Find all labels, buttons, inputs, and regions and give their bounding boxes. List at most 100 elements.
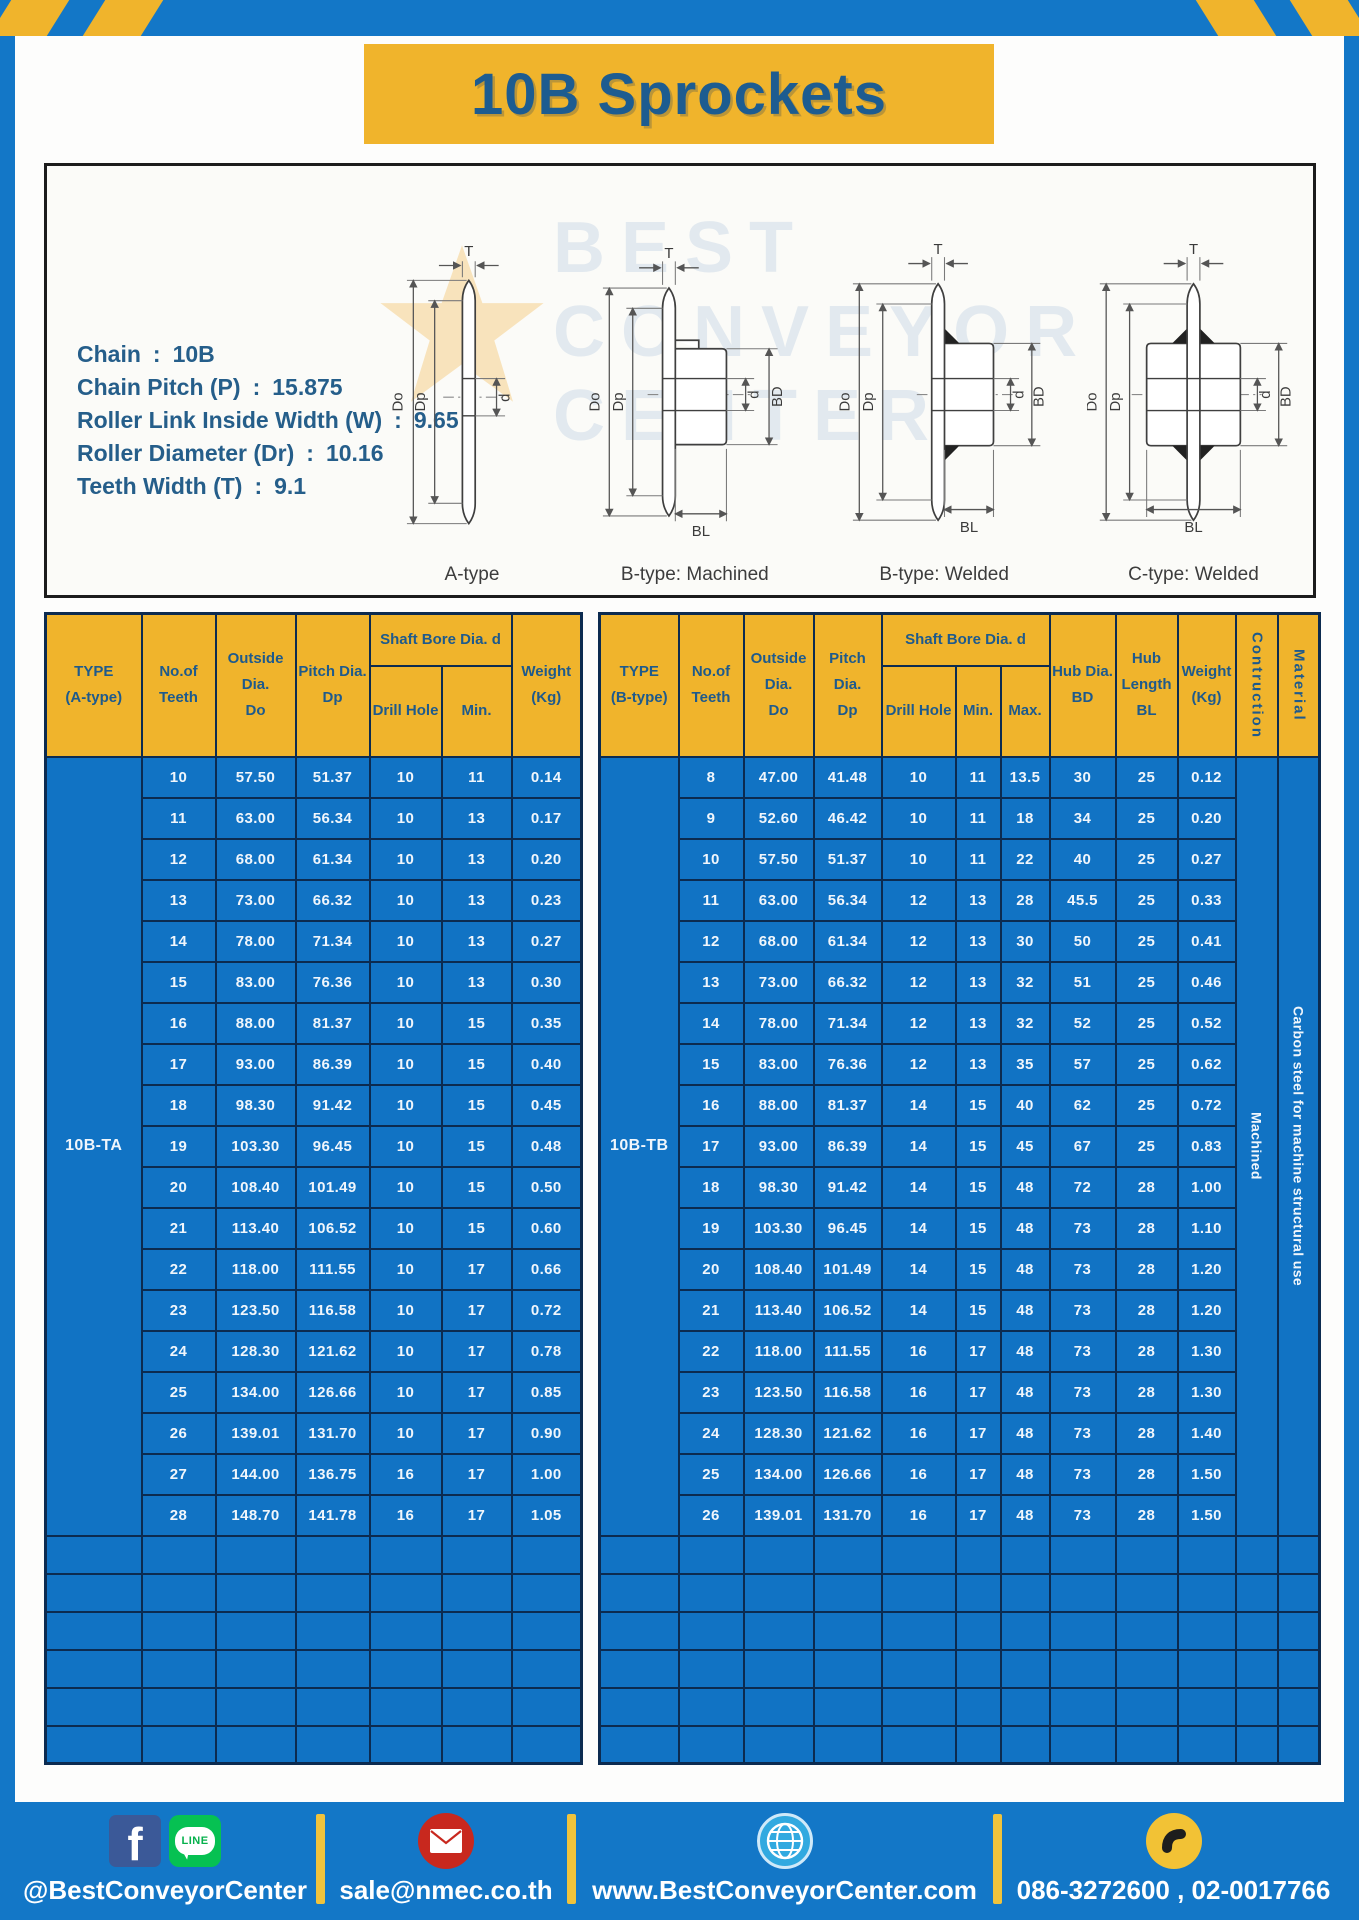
table-row: 10 57.50 51.37 10 11 22 40 25 0.27	[600, 837, 1320, 881]
empty-cell	[440, 1534, 513, 1575]
cell-weight: 0.20	[510, 837, 583, 881]
cell-weight: 1.40	[1176, 1411, 1237, 1455]
empty-cell	[1048, 1724, 1117, 1765]
empty-cell	[742, 1648, 815, 1689]
cell-min: 15	[954, 1165, 1002, 1209]
empty-cell	[1048, 1648, 1117, 1689]
cell-drill-hole: 10	[368, 1124, 443, 1168]
cell-min: 11	[954, 796, 1002, 840]
empty-cell	[999, 1610, 1051, 1651]
empty-cell	[954, 1686, 1002, 1727]
cell-teeth: 8	[677, 755, 745, 799]
col-header-outside-dia: Outside Dia. Do	[214, 612, 297, 758]
cell-drill-hole: 10	[880, 796, 957, 840]
cell-pitch-dia: 126.66	[812, 1452, 883, 1496]
empty-cell	[294, 1610, 371, 1651]
cell-drill-hole: 10	[880, 755, 957, 799]
empty-cell	[598, 1686, 680, 1727]
empty-cell	[214, 1572, 297, 1613]
cell-min: 17	[440, 1247, 513, 1291]
cell-outside-dia: 123.50	[214, 1288, 297, 1332]
cell-weight: 0.62	[1176, 1042, 1237, 1086]
spec-line: Chain Pitch (P):15.875	[77, 374, 343, 400]
cell-teeth: 15	[140, 960, 217, 1004]
empty-cell	[1276, 1724, 1321, 1765]
dim-label-do: Do	[838, 392, 854, 411]
cell-teeth: 16	[140, 1001, 217, 1045]
cell-hub-length: 28	[1114, 1247, 1179, 1291]
col-header-max: Max.	[999, 664, 1051, 758]
website-url: www.BestConveyorCenter.com	[592, 1875, 977, 1905]
cell-weight: 0.45	[510, 1083, 583, 1127]
empty-cell	[598, 1572, 680, 1613]
empty-cell	[510, 1724, 583, 1765]
empty-cell	[1234, 1648, 1279, 1689]
empty-cell	[1114, 1534, 1179, 1575]
email-icon	[418, 1813, 474, 1869]
diagram-panel: BEST CONVEYOR CENTER Chain:10B Chain Pit…	[44, 163, 1316, 598]
footer-website-section: www.BestConveyorCenter.com	[576, 1802, 993, 1920]
dim-label-bd: BD	[770, 386, 786, 407]
cell-pitch-dia: 76.36	[294, 960, 371, 1004]
cell-max: 48	[999, 1452, 1051, 1496]
cell-hub-length: 25	[1114, 1124, 1179, 1168]
table-row: 15 83.00 76.36 10 13 0.30	[46, 960, 583, 1004]
col-header-outside-dia: Outside Dia. Do	[742, 612, 815, 758]
cell-drill-hole: 16	[368, 1493, 443, 1537]
cell-teeth: 26	[140, 1411, 217, 1455]
hazard-stripe	[0, 0, 73, 36]
page-title: 10B Sprockets	[471, 61, 887, 127]
cell-hub-dia: 57	[1048, 1042, 1117, 1086]
empty-table-row	[598, 1572, 1321, 1613]
cell-hub-dia: 73	[1048, 1370, 1117, 1414]
cell-max: 32	[999, 960, 1051, 1004]
cell-hub-dia: 73	[1048, 1206, 1117, 1250]
cell-hub-length: 28	[1114, 1493, 1179, 1537]
empty-cell	[954, 1572, 1002, 1613]
empty-cell	[294, 1648, 371, 1689]
cell-weight: 0.41	[1176, 919, 1237, 963]
cell-hub-dia: 73	[1048, 1452, 1117, 1496]
footer-divider	[567, 1814, 576, 1904]
empty-table-row	[44, 1534, 583, 1575]
col-header-hub-dia: Hub Dia. BD	[1048, 612, 1117, 758]
cell-teeth: 15	[677, 1042, 745, 1086]
cell-teeth: 14	[140, 919, 217, 963]
cell-max: 18	[999, 796, 1051, 840]
cell-teeth: 27	[140, 1452, 217, 1496]
empty-cell	[140, 1648, 217, 1689]
empty-cell	[999, 1572, 1051, 1613]
table-row: 15 83.00 76.36 12 13 35 57 25 0.62	[600, 1042, 1320, 1086]
cell-drill-hole: 10	[368, 1001, 443, 1045]
cell-pitch-dia: 96.45	[812, 1206, 883, 1250]
cell-weight: 1.50	[1176, 1452, 1237, 1496]
cell-max: 48	[999, 1493, 1051, 1537]
cell-weight: 0.60	[510, 1206, 583, 1250]
cell-hub-length: 25	[1114, 796, 1179, 840]
cell-hub-dia: 73	[1048, 1411, 1117, 1455]
drawing-c-type-welded: T Do Dp d BD BL C-type:	[1087, 242, 1300, 586]
empty-cell	[954, 1648, 1002, 1689]
cell-outside-dia: 52.60	[742, 796, 815, 840]
cell-hub-dia: 40	[1048, 837, 1117, 881]
top-hazard-band	[0, 0, 1359, 36]
empty-cell	[44, 1534, 143, 1575]
email-address: sale@nmec.co.th	[339, 1875, 553, 1905]
cell-min: 17	[440, 1493, 513, 1537]
table-row: 11 63.00 56.34 12 13 28 45.5 25 0.33	[600, 878, 1320, 922]
table-row: 26 139.01 131.70 16 17 48 73 28 1.50	[600, 1493, 1320, 1537]
cell-max: 30	[999, 919, 1051, 963]
empty-cell	[368, 1534, 443, 1575]
cell-outside-dia: 78.00	[214, 919, 297, 963]
cell-teeth: 24	[677, 1411, 745, 1455]
table-row: 11 63.00 56.34 10 13 0.17	[46, 796, 583, 840]
empty-cell	[1176, 1724, 1237, 1765]
footer-social-section: f LINE @BestConveyorCenter	[14, 1802, 316, 1920]
cell-hub-dia: 34	[1048, 796, 1117, 840]
cell-weight: 0.27	[510, 919, 583, 963]
cell-weight: 1.50	[1176, 1493, 1237, 1537]
cell-weight: 0.72	[510, 1288, 583, 1332]
cell-pitch-dia: 141.78	[294, 1493, 371, 1537]
cell-pitch-dia: 71.34	[812, 1001, 883, 1045]
empty-cell	[1234, 1534, 1279, 1575]
